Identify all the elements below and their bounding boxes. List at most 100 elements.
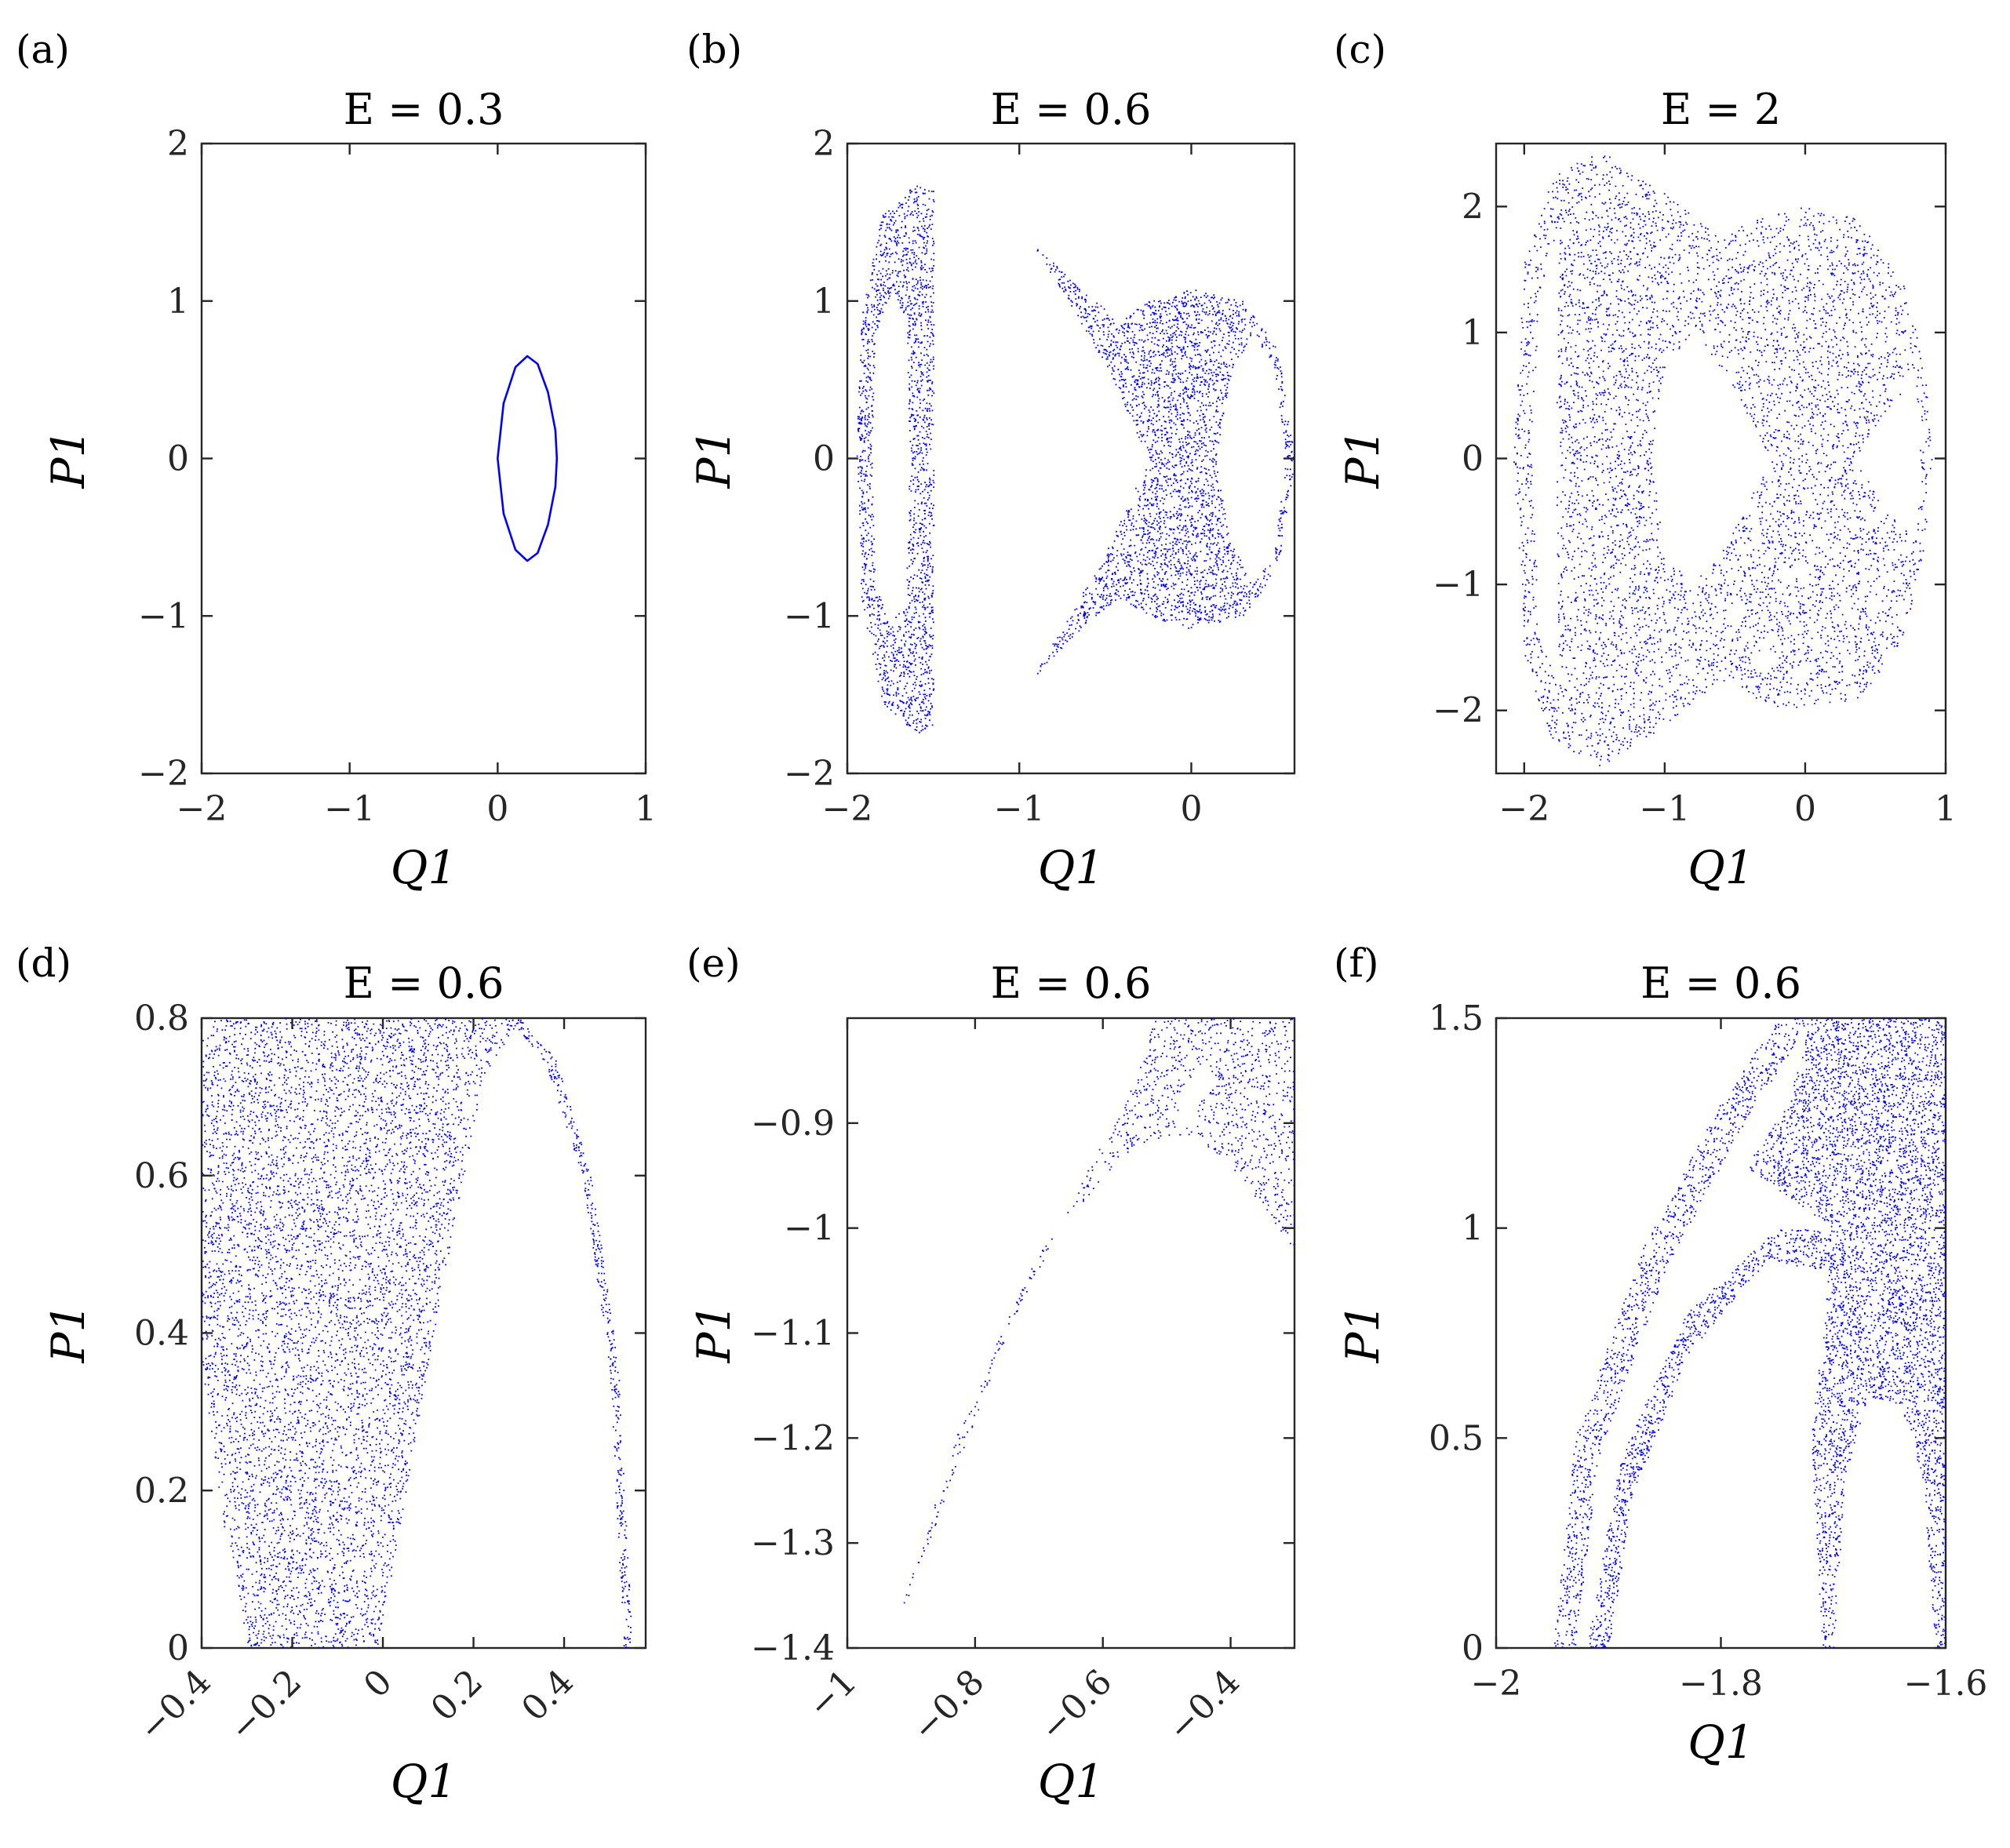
y-tick-label: −1 (1433, 565, 1484, 605)
y-tick-label: −2 (138, 754, 189, 794)
data-marks (1554, 1018, 1946, 1648)
x-tick-label: −1.6 (1904, 1664, 1988, 1704)
x-tick-label: −1 (800, 1662, 865, 1726)
panel-a: −2 −1 0 1 −2 −1 0 1 2 E = 0.3 (a) Q1 P1 (16, 27, 657, 894)
scatter-points (1750, 1018, 1946, 1648)
scatter-region-2 (512, 1019, 632, 1648)
y-tick-label: −1.3 (751, 1523, 835, 1563)
scatter-region-1 (856, 185, 935, 733)
x-tick-label: 0.2 (424, 1662, 491, 1730)
y-tick-label: 2 (813, 124, 835, 164)
y-tick-label: 0 (1462, 439, 1484, 479)
x-axis-label: Q1 (391, 841, 457, 894)
scatter-region-1 (1513, 155, 1933, 766)
x-tick-label: 0 (1794, 789, 1816, 829)
x-tick-label: −2 (177, 789, 228, 829)
x-tick-label: 1 (635, 789, 657, 829)
x-tick-label: −1 (994, 789, 1045, 829)
y-axis-label: P1 (1336, 1304, 1389, 1364)
plot-area (200, 142, 647, 775)
x-tick-label: −2 (1498, 789, 1549, 829)
y-axis-label: P1 (687, 429, 741, 489)
data-marks (202, 1018, 632, 1648)
y-tick-label: −1 (784, 596, 835, 636)
chart-title: E = 0.6 (344, 959, 504, 1008)
scatter-region-3 (1750, 1018, 1946, 1648)
y-tick-label: −1.2 (751, 1418, 835, 1458)
y-tick-label: 0 (813, 439, 835, 479)
chart-title: E = 0.6 (991, 959, 1152, 1008)
y-axis-label: P1 (687, 1304, 741, 1364)
x-axis-label: Q1 (391, 1755, 457, 1808)
scatter-points (512, 1019, 632, 1648)
panel-label: (f) (1334, 940, 1379, 986)
chart-title: E = 2 (1661, 85, 1781, 134)
y-axis-label: P1 (1336, 429, 1389, 489)
data-marks (1513, 155, 1933, 766)
scatter-points (1036, 249, 1294, 675)
scatter-points (1513, 155, 1933, 766)
x-axis-label: Q1 (1688, 1715, 1753, 1769)
panel-label: (b) (686, 27, 742, 72)
y-tick-label: 1 (813, 282, 835, 322)
y-tick-label: 0 (167, 439, 189, 479)
y-tick-label: −0.9 (751, 1104, 835, 1144)
data-marks (497, 355, 559, 562)
y-tick-label: −1 (784, 1209, 835, 1249)
x-axis-label: Q1 (1038, 1755, 1104, 1808)
panel-c: −2 −1 0 1 −2 −1 0 1 2 E = 2 (c) Q1 P1 (1334, 27, 1957, 894)
y-tick-label: −1.1 (751, 1314, 835, 1354)
y-tick-label: 1 (167, 282, 189, 322)
chart-title: E = 0.3 (344, 85, 504, 134)
y-tick-label: 1 (1462, 313, 1484, 353)
x-tick-label: 0 (356, 1662, 400, 1706)
plot-area (1495, 1017, 1947, 1650)
x-tick-label: −1.8 (1679, 1664, 1763, 1704)
y-tick-label: 0.5 (1429, 1418, 1484, 1458)
y-tick-label: 0.8 (134, 999, 189, 1039)
chart-title: E = 0.6 (1640, 959, 1801, 1008)
x-tick-label: −0.4 (1160, 1662, 1248, 1750)
y-tick-label: 2 (1462, 187, 1484, 227)
plot-area (846, 1017, 1296, 1650)
plot-area (200, 1017, 647, 1650)
x-tick-label: 1 (1935, 789, 1957, 829)
scatter-region-2 (1036, 249, 1294, 675)
x-axis-label: Q1 (1038, 841, 1104, 894)
panel-label: (c) (1334, 27, 1386, 72)
x-tick-label: −0.2 (222, 1662, 310, 1750)
scatter-points (856, 185, 935, 733)
panel-f: −2 −1.8 −1.6 0 0.5 1 1.5 E = 0.6 (f) Q1 P1 (1334, 940, 1987, 1769)
x-tick-label: 0 (1180, 789, 1202, 829)
plot-area (1495, 142, 1947, 775)
panel-label: (d) (16, 940, 71, 986)
y-tick-label: 0.6 (134, 1156, 189, 1196)
y-tick-label: −1.4 (751, 1628, 835, 1668)
y-tick-label: −2 (1433, 691, 1484, 731)
x-tick-label: −1 (324, 789, 375, 829)
x-tick-label: −0.6 (1032, 1662, 1120, 1750)
y-tick-label: 0 (167, 1628, 189, 1668)
y-tick-label: 1.5 (1429, 999, 1484, 1039)
x-tick-label: −2 (822, 789, 873, 829)
panel-d: −0.4 −0.2 0 0.2 0.4 0 0.2 0.4 0.6 0.8 E = 0.6 (d) Q1… (16, 940, 647, 1808)
x-tick-label: −1 (1639, 789, 1690, 829)
y-tick-label: 2 (167, 124, 189, 164)
x-tick-label: −0.4 (131, 1662, 219, 1750)
y-tick-label: 0 (1462, 1628, 1484, 1668)
panel-b: −2 −1 0 −2 −1 0 1 2 E = 0.6 (b) Q1 P1 (686, 27, 1296, 894)
x-tick-label: −2 (1471, 1664, 1522, 1704)
chart-title: E = 0.6 (991, 85, 1152, 134)
x-axis-label: Q1 (1688, 841, 1753, 894)
x-tick-label: 0.4 (514, 1662, 581, 1730)
y-axis-label: P1 (42, 429, 95, 489)
panel-e: −1 −0.8 −0.6 −0.4 −1.4 −1.3 −1.2 −1.1 −1 −0.9 E = … (686, 940, 1296, 1808)
y-tick-label: 1 (1462, 1209, 1484, 1249)
y-tick-label: 0.4 (134, 1314, 189, 1354)
y-tick-label: −1 (138, 596, 189, 636)
y-tick-label: 0.2 (134, 1471, 189, 1511)
y-tick-label: −2 (784, 754, 835, 794)
data-marks (856, 185, 1294, 733)
panel-label: (a) (16, 27, 70, 72)
